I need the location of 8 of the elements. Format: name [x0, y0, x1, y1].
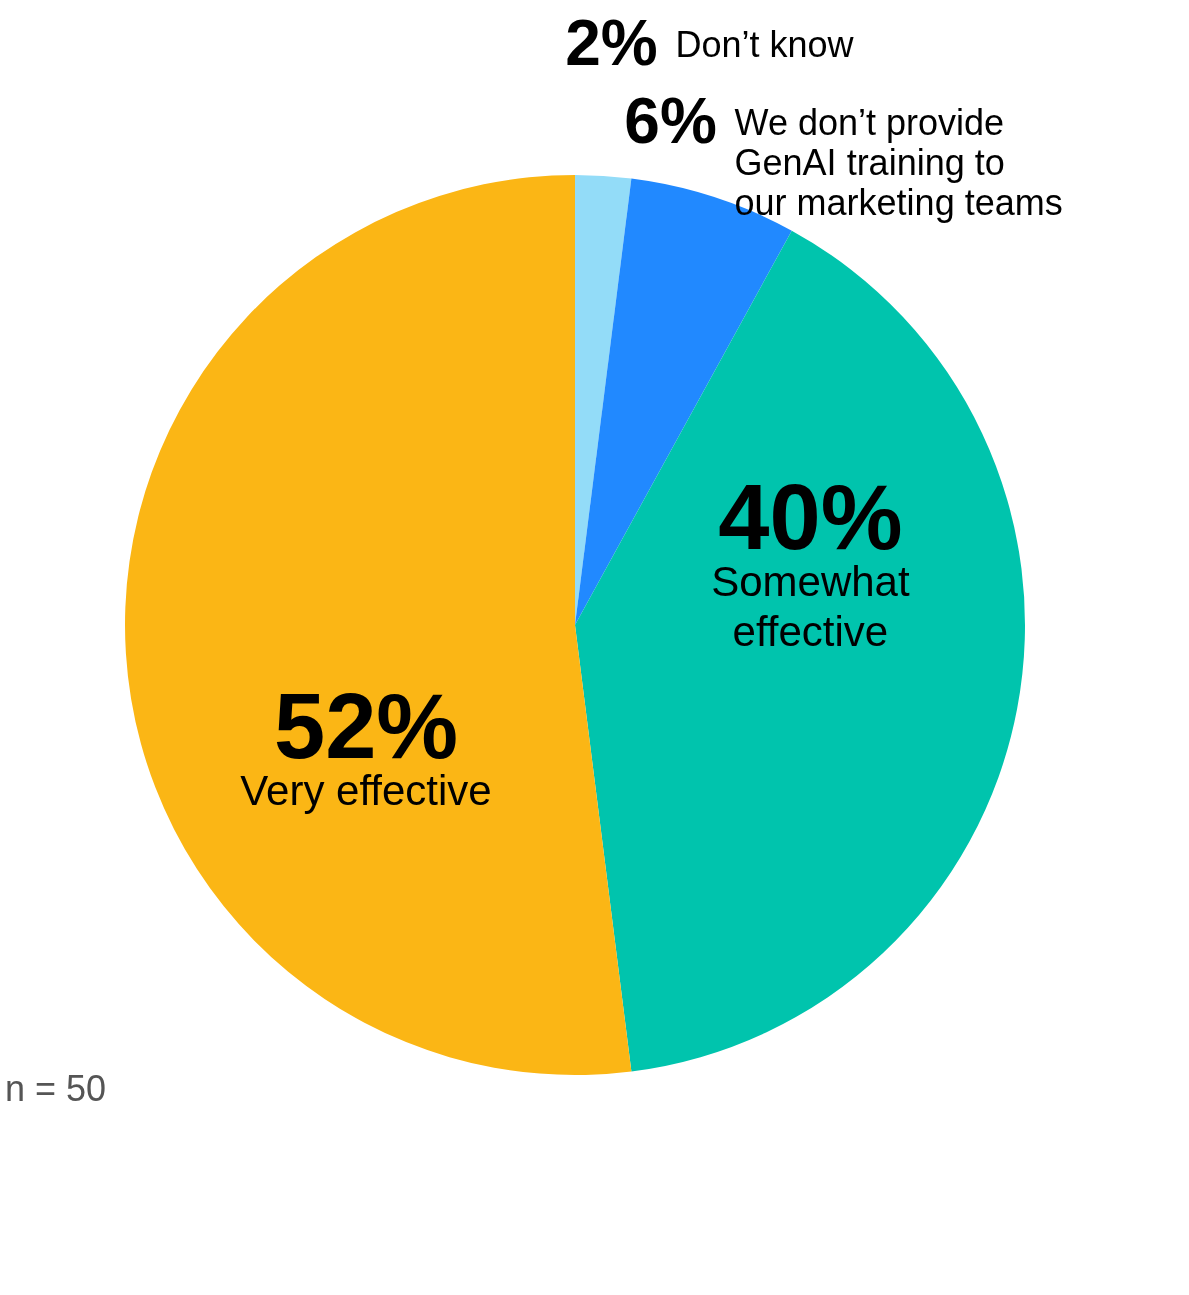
data-label: 6% [624, 85, 717, 158]
pie-slice [125, 175, 632, 1075]
data-label: 2% [565, 7, 658, 80]
slice-label: Somewhat effective [711, 557, 910, 655]
text: n = 50 [5, 1068, 107, 1109]
slice-label: Don’t know [675, 24, 855, 66]
pie-slice [575, 230, 1025, 1072]
slice-label: We don’t provide GenAI training to our marketing teams [734, 102, 1063, 224]
